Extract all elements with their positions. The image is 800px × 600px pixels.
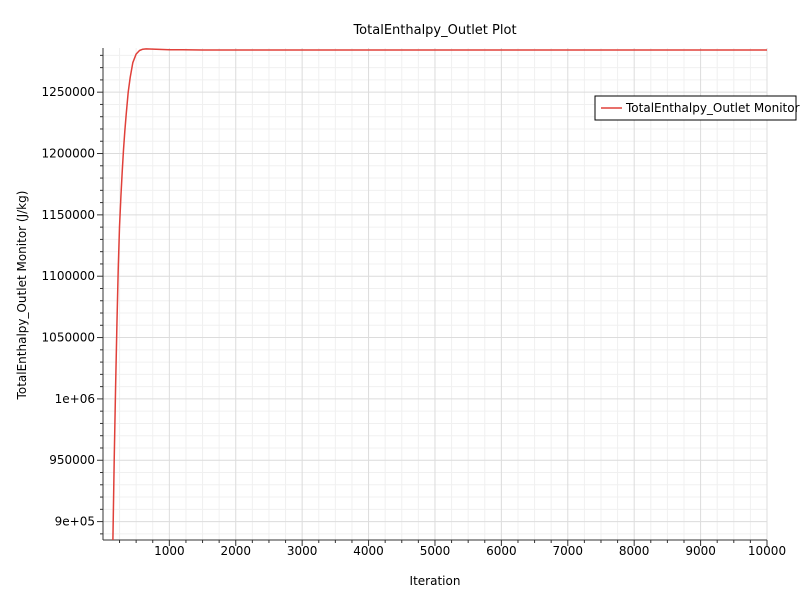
chart-title: TotalEnthalpy_Outlet Plot xyxy=(352,23,516,38)
y-tick-label: 9e+05 xyxy=(55,515,95,529)
y-tick-label: 1e+06 xyxy=(55,392,95,406)
x-tick-label: 4000 xyxy=(353,544,384,558)
y-tick-label: 1100000 xyxy=(42,269,95,283)
legend-label: TotalEnthalpy_Outlet Monitor xyxy=(625,101,800,115)
x-tick-label: 1000 xyxy=(154,544,185,558)
y-ticks: 9e+05 950000 1e+06 1050000 1100000 1150000 120… xyxy=(42,54,103,535)
x-axis-label: Iteration xyxy=(410,574,461,588)
x-tick-label: 7000 xyxy=(553,544,584,558)
x-tick-label: 3000 xyxy=(287,544,318,558)
y-axis-label: TotalEnthalpy_Outlet Monitor (J/kg) xyxy=(15,191,29,401)
x-tick-label: 8000 xyxy=(619,544,650,558)
x-tick-label: 2000 xyxy=(220,544,251,558)
series-line xyxy=(112,48,767,541)
series-group xyxy=(112,48,767,541)
legend: TotalEnthalpy_Outlet Monitor xyxy=(594,95,800,121)
x-tick-label: 10000 xyxy=(748,544,786,558)
y-tick-label: 950000 xyxy=(49,453,95,467)
x-ticks: 1000 2000 3000 4000 5000 6000 7000 8000 9000 1000… xyxy=(119,540,786,558)
y-tick-label: 1050000 xyxy=(42,331,95,345)
legend-box xyxy=(594,95,797,121)
grid-lines xyxy=(103,48,768,540)
x-tick-label: 6000 xyxy=(486,544,517,558)
y-tick-label: 1150000 xyxy=(42,208,95,222)
x-tick-label: 9000 xyxy=(685,544,716,558)
y-tick-label: 1250000 xyxy=(42,85,95,99)
y-tick-label: 1200000 xyxy=(42,147,95,161)
x-tick-label: 5000 xyxy=(420,544,451,558)
